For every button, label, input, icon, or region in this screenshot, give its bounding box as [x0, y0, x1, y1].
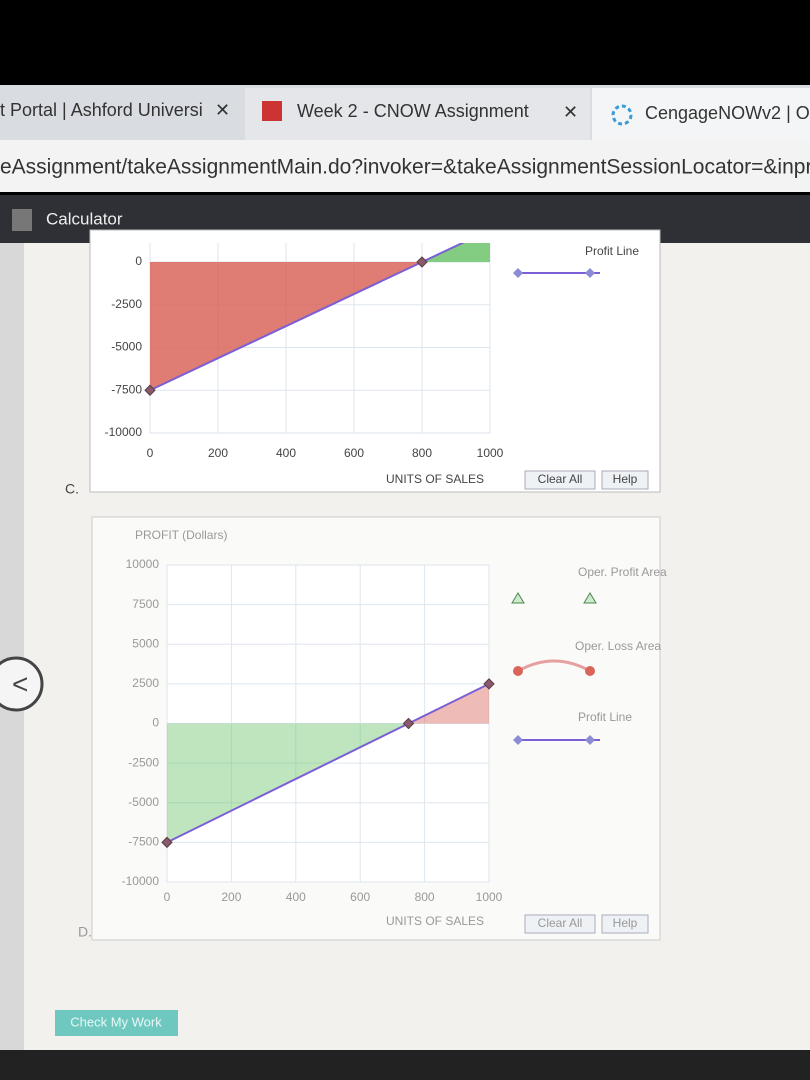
x-tick-label: 1000 — [476, 890, 503, 904]
tab-close[interactable]: ✕ — [563, 102, 578, 122]
chart-button-label[interactable]: Clear All — [538, 916, 583, 930]
tab-bg — [245, 88, 590, 140]
y-tick-label: 7500 — [132, 597, 159, 611]
y-axis-title: PROFIT (Dollars) — [135, 528, 227, 542]
line-marker — [402, 717, 415, 730]
x-tick-label: 800 — [415, 890, 435, 904]
option-label: D. — [78, 924, 92, 940]
y-tick-label: 0 — [152, 716, 159, 730]
legend-label: Profit Line — [578, 710, 632, 724]
legend-marker — [583, 592, 597, 604]
y-tick-label: -7500 — [128, 835, 159, 849]
tab-title[interactable]: t Portal | Ashford Universi — [0, 100, 203, 120]
x-axis-title: UNITS OF SALES — [386, 914, 484, 928]
chart-button[interactable] — [524, 470, 596, 490]
tab-close[interactable]: ✕ — [215, 100, 230, 120]
url-text[interactable]: eAssignment/takeAssignmentMain.do?invoke… — [0, 156, 810, 179]
chart-button-label[interactable]: Help — [613, 916, 638, 930]
x-tick-label: 600 — [350, 890, 370, 904]
chart-button-label[interactable]: Help — [613, 472, 638, 486]
y-tick-label: -10000 — [122, 874, 160, 888]
tab-title[interactable]: CengageNOWv2 | On — [645, 103, 810, 123]
y-tick-label: 0 — [135, 254, 142, 268]
tab-icon — [611, 104, 633, 126]
tab-title[interactable]: Week 2 - CNOW Assignment — [297, 101, 529, 121]
x-tick-label: 400 — [286, 890, 306, 904]
line-marker — [144, 384, 156, 396]
y-tick-label: -7500 — [111, 382, 142, 396]
x-tick-label: 200 — [208, 446, 228, 460]
x-tick-label: 200 — [221, 890, 241, 904]
legend-label: Oper. Loss Area — [575, 639, 661, 653]
legend-marker — [511, 592, 525, 604]
check-button[interactable] — [55, 1010, 178, 1036]
chart: 0 200 400 600 800 1000 0 -2500 -5000 -7500 -10000 — [105, 243, 504, 460]
option-label: C. — [65, 481, 79, 497]
chart: 0 200 400 600 800 1000 10000 7500 5000 2500 0 -2500… — [122, 557, 503, 904]
legend-marker — [585, 735, 595, 745]
y-tick-label: 5000 — [132, 636, 159, 650]
url-bar — [0, 140, 810, 192]
bottom-bezel — [0, 1050, 810, 1080]
calculator-label[interactable]: Calculator — [46, 209, 123, 228]
y-tick-label: -5000 — [111, 340, 142, 354]
legend-label: Oper. Profit Area — [578, 565, 667, 579]
line-marker — [416, 256, 428, 268]
prev-arrow[interactable]: < — [12, 668, 28, 699]
line-marker — [483, 678, 495, 690]
legend-marker — [585, 268, 595, 278]
y-tick-label: -10000 — [105, 425, 143, 439]
x-tick-label: 400 — [276, 446, 296, 460]
side-rail — [0, 243, 24, 1050]
x-tick-label: 0 — [164, 890, 171, 904]
y-tick-label: -2500 — [111, 297, 142, 311]
tab-active-bg — [592, 88, 810, 140]
x-tick-label: 600 — [344, 446, 364, 460]
prev-button[interactable] — [0, 656, 44, 712]
chart-button[interactable] — [601, 470, 649, 490]
chart-button-label[interactable]: Clear All — [538, 472, 583, 486]
legend-marker — [585, 666, 595, 676]
calculator-icon — [12, 209, 32, 231]
x-tick-label: 1000 — [477, 446, 504, 460]
legend-marker — [513, 735, 523, 745]
legend-marker — [513, 268, 523, 278]
tab-icon — [262, 101, 282, 121]
y-tick-label: 2500 — [132, 676, 159, 690]
legend-swatch — [517, 659, 591, 673]
y-tick-label: 10000 — [126, 557, 160, 571]
x-axis-title: UNITS OF SALES — [386, 472, 484, 486]
legend-label: Profit Line — [585, 244, 639, 258]
chart-button[interactable] — [601, 914, 649, 934]
chart-button[interactable] — [524, 914, 596, 934]
y-tick-label: -5000 — [128, 795, 159, 809]
y-tick-label: -2500 — [128, 755, 159, 769]
x-tick-label: 800 — [412, 446, 432, 460]
legend-marker — [513, 666, 523, 676]
x-tick-label: 0 — [147, 446, 154, 460]
line-marker — [161, 836, 173, 849]
check-button-label[interactable]: Check My Work — [70, 1014, 162, 1029]
profit-area — [422, 243, 490, 262]
